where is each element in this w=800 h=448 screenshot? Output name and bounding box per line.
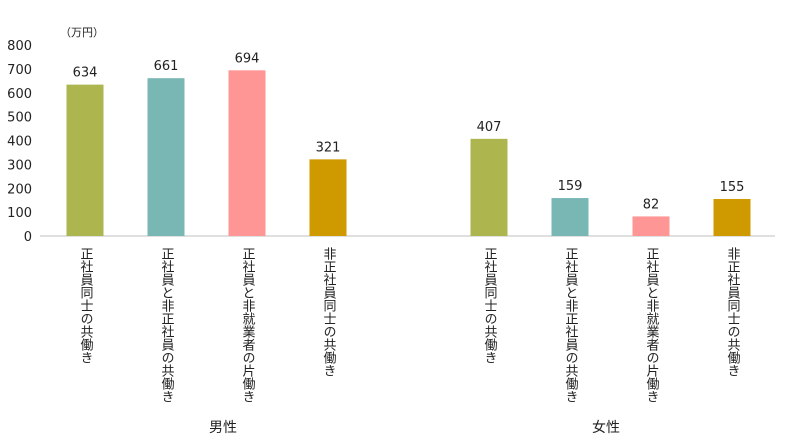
group-labels: 男性 女性 xyxy=(209,419,620,436)
data-label: 634 xyxy=(73,66,98,81)
category-label: 正社員と非就業者の片働き xyxy=(644,247,660,403)
unit-label: （万円） xyxy=(60,26,104,39)
bar xyxy=(632,216,670,236)
data-label: 407 xyxy=(477,120,502,135)
data-label: 661 xyxy=(154,59,179,74)
data-label: 321 xyxy=(316,140,341,155)
bar xyxy=(309,159,347,236)
y-tick-label: 600 xyxy=(7,87,32,102)
category-label: 非正社員同士の共働き xyxy=(321,247,337,377)
data-label: 694 xyxy=(235,51,260,66)
bar xyxy=(551,198,589,236)
data-label: 159 xyxy=(558,179,583,194)
y-tick-label: 500 xyxy=(7,111,32,126)
category-label: 正社員同士の共働き xyxy=(78,247,94,364)
data-label: 82 xyxy=(643,197,660,212)
bar xyxy=(228,70,266,237)
bar xyxy=(66,84,104,236)
group-label: 女性 xyxy=(592,419,620,436)
group-label: 男性 xyxy=(209,420,237,436)
data-label: 155 xyxy=(720,180,745,195)
bar xyxy=(470,138,508,236)
category-label: 正社員同士の共働き xyxy=(482,247,498,364)
bars xyxy=(66,70,751,237)
bar xyxy=(147,78,185,236)
category-labels: 正社員同士の共働き 正社員と非正社員の共働き 正社員と非就業者の片働き 非正社員同士の… xyxy=(78,247,741,403)
bar xyxy=(713,198,751,236)
y-tick-label: 0 xyxy=(24,230,32,245)
y-tick-label: 300 xyxy=(7,158,32,173)
y-axis: 0 100 200 300 400 500 600 700 800 xyxy=(7,39,32,245)
category-label: 正社員と非就業者の片働き xyxy=(240,247,256,403)
y-tick-label: 700 xyxy=(7,63,32,78)
data-labels: 634 661 694 321 407 159 82 155 xyxy=(73,51,745,212)
y-tick-label: 200 xyxy=(7,182,32,197)
category-label: 非正社員同士の共働き xyxy=(725,247,741,377)
category-label: 正社員と非正社員の共働き xyxy=(159,247,175,403)
y-tick-label: 100 xyxy=(7,206,32,221)
y-tick-label: 400 xyxy=(7,135,32,150)
y-tick-label: 800 xyxy=(7,39,32,54)
category-label: 正社員と非正社員の共働き xyxy=(563,247,579,403)
